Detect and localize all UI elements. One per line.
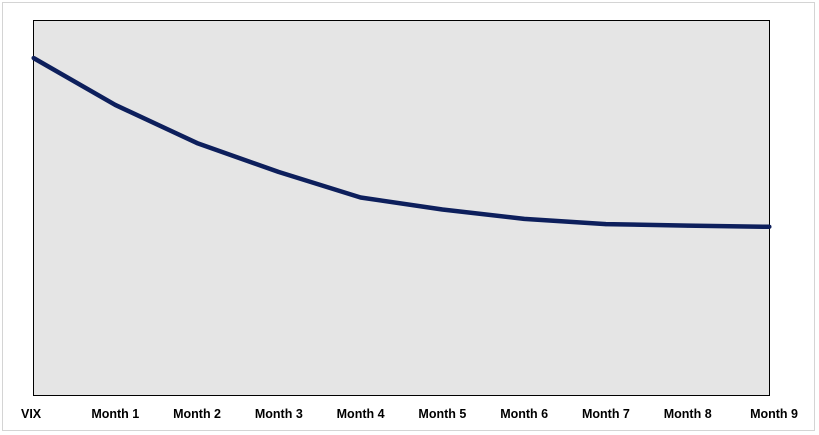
x-tick-label: Month 9 (750, 407, 798, 421)
x-tick-label: VIX (21, 407, 42, 421)
x-tick-label: Month 6 (500, 407, 548, 421)
series-line (32, 56, 770, 230)
data-point (195, 141, 200, 146)
data-point (440, 207, 445, 212)
data-point (522, 216, 527, 221)
x-tick-label: Month 8 (664, 407, 712, 421)
data-point (113, 102, 118, 107)
x-tick-label: Month 7 (582, 407, 630, 421)
data-point (358, 195, 363, 200)
data-point (276, 170, 281, 174)
data-point (603, 222, 608, 227)
x-tick-label: Month 1 (91, 407, 139, 421)
x-tick-label: Month 3 (255, 407, 303, 421)
x-tick-label: Month 2 (173, 407, 221, 421)
data-point (31, 56, 36, 60)
data-point (767, 224, 772, 229)
x-tick-label: Month 4 (337, 407, 385, 421)
plot-area (33, 20, 770, 396)
series-layer (31, 56, 772, 230)
data-point (685, 223, 690, 228)
x-tick-label: Month 5 (418, 407, 466, 421)
x-axis-tick-labels: VIX Month 1 Month 2 Month 3 Month 4 Month 5 Mo… (21, 407, 798, 421)
